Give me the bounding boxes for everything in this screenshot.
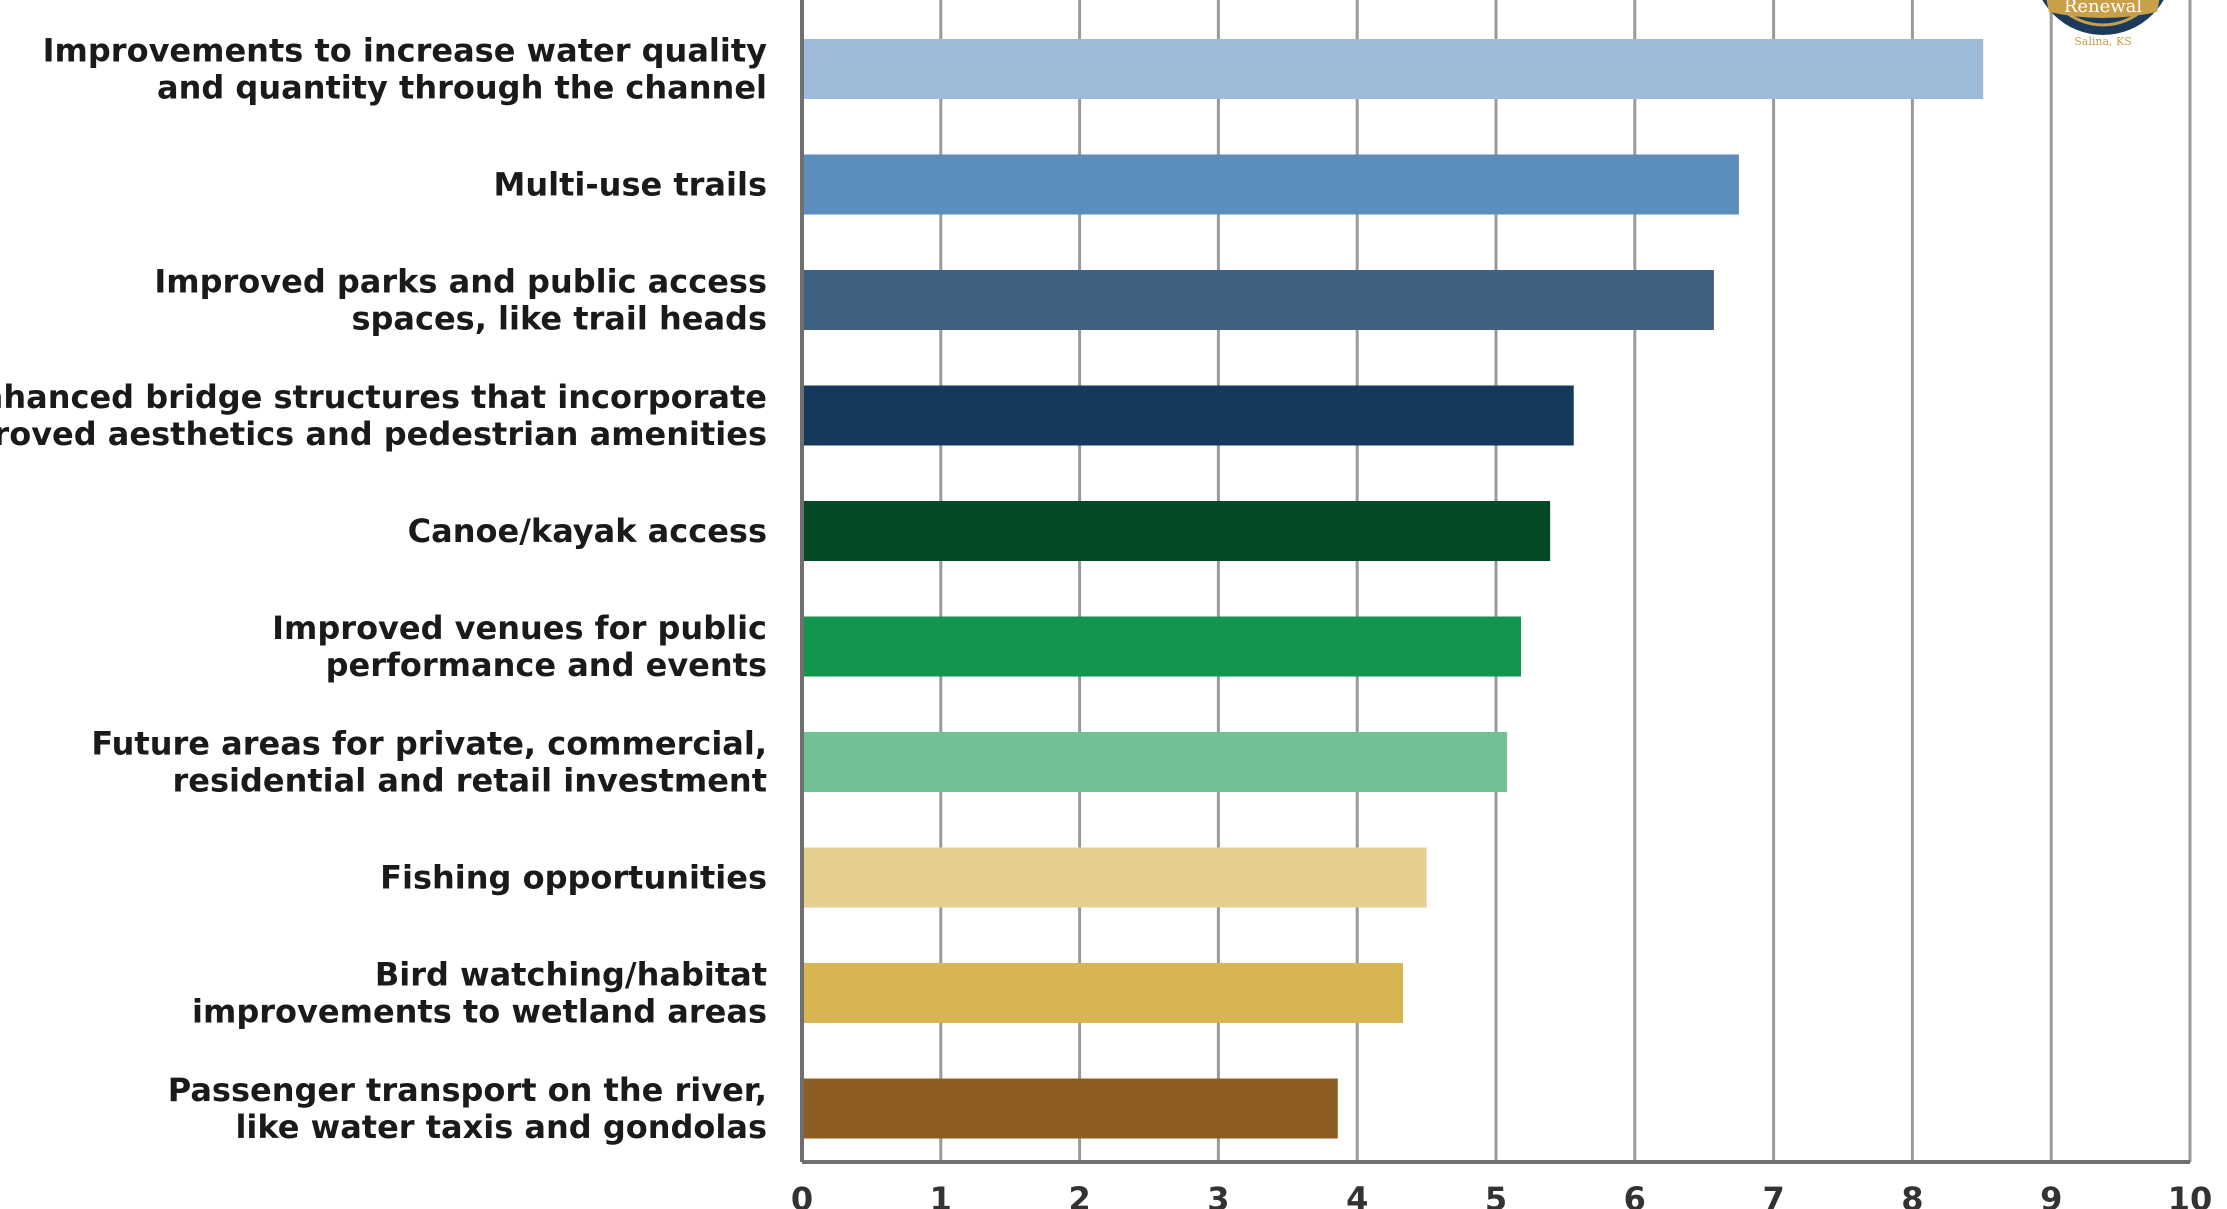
logo-banner xyxy=(2046,0,2160,18)
x-tick-label: 0 xyxy=(791,1180,813,1209)
bar xyxy=(802,732,1508,792)
x-tick-label: 2 xyxy=(1068,1180,1090,1209)
x-tick-label: 5 xyxy=(1485,1180,1507,1209)
category-label: Multi-use trails xyxy=(494,166,767,204)
x-tick-label: 7 xyxy=(1762,1180,1784,1209)
category-label: spaces, like trail heads xyxy=(351,300,767,338)
bar xyxy=(802,847,1427,908)
bar xyxy=(802,39,1984,99)
category-label: residential and retail investment xyxy=(172,762,767,800)
axes xyxy=(800,0,2190,1164)
x-tick-label: 3 xyxy=(1207,1180,1229,1209)
logo-inner-ring xyxy=(2052,0,2154,27)
x-tick-label: 6 xyxy=(1624,1180,1646,1209)
category-label: Passenger transport on the river, xyxy=(168,1071,767,1109)
category-label: and quantity through the channel xyxy=(157,69,767,107)
bars xyxy=(802,39,1984,1139)
category-label: Improved venues for public xyxy=(272,609,767,647)
bar xyxy=(802,385,1574,446)
category-label: like water taxis and gondolas xyxy=(235,1108,767,1146)
x-tick-label: 1 xyxy=(930,1180,952,1209)
category-label: improved aesthetics and pedestrian ameni… xyxy=(0,415,767,453)
bar xyxy=(802,154,1739,215)
logo-text: Renewal xyxy=(2064,0,2143,17)
category-label: performance and events xyxy=(326,646,767,684)
logo-subtext: Salina, KS xyxy=(2074,35,2132,48)
category-label: Improvements to increase water quality xyxy=(43,32,768,70)
x-tick-labels: 0 1 2 3 4 5 6 7 8 9 10 xyxy=(791,1180,2212,1209)
x-tick-label: 9 xyxy=(2040,1180,2062,1209)
bar xyxy=(802,270,1714,330)
bar xyxy=(802,963,1404,1023)
bar xyxy=(802,1078,1338,1139)
x-tick-label: 4 xyxy=(1346,1180,1368,1209)
category-label: improvements to wetland areas xyxy=(192,993,767,1031)
category-label: Bird watching/habitat xyxy=(375,956,767,994)
bar xyxy=(802,501,1551,561)
category-label: Enhanced bridge structures that incorpor… xyxy=(0,378,767,416)
category-label: Future areas for private, commercial, xyxy=(91,725,767,763)
category-labels: Improvements to increase water qualityan… xyxy=(0,32,767,1147)
x-tick-label: 8 xyxy=(1901,1180,1923,1209)
category-label: Improved parks and public access xyxy=(154,263,767,301)
x-tick-label: 10 xyxy=(2168,1180,2213,1209)
category-label: Canoe/kayak access xyxy=(408,512,767,550)
bar xyxy=(802,616,1521,677)
category-label: Fishing opportunities xyxy=(380,859,767,897)
logo-seal: Renewal Salina, KS xyxy=(2042,0,2164,48)
